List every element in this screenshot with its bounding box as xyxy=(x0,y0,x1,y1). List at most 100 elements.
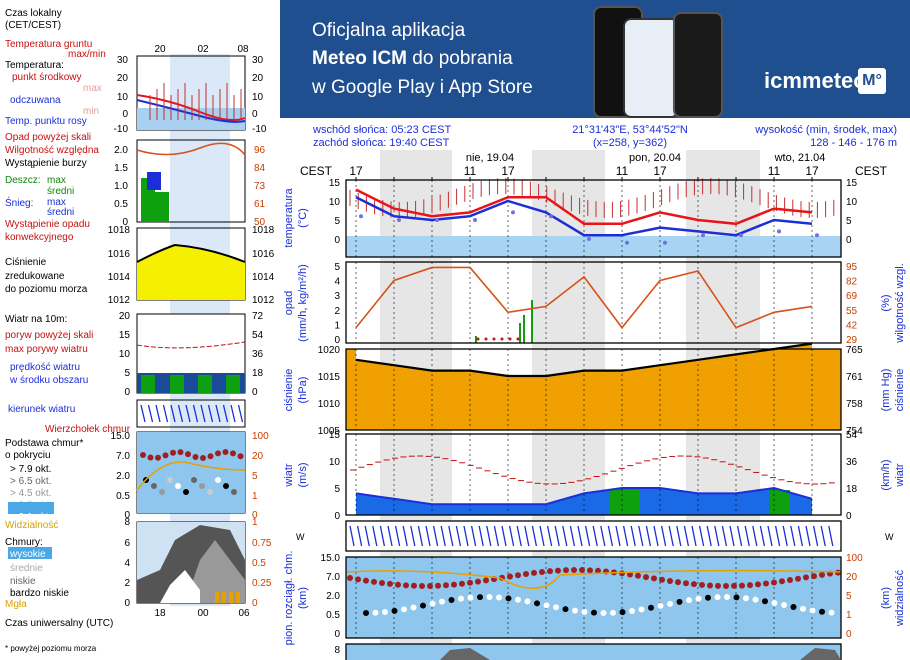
wind-dir-arrow xyxy=(455,525,462,547)
wind-dir-arrow xyxy=(379,525,386,547)
convective-dot xyxy=(484,337,488,341)
cloud-base-dot xyxy=(743,595,749,602)
legend-cloud-dot xyxy=(200,454,206,461)
panel-frame xyxy=(345,261,842,344)
legend-wind-tick-r: 18 xyxy=(252,368,264,379)
convective-label-2: konwekcyjnego xyxy=(5,232,74,243)
wind-dir-arrow xyxy=(683,525,690,547)
compass-w-left: W xyxy=(296,532,305,542)
cloud-base-dot xyxy=(724,594,730,601)
cloud-base-dot xyxy=(762,598,768,605)
legend-cover-tick-r: 0.5 xyxy=(252,558,266,569)
wind-dir-arrow xyxy=(782,525,788,547)
legend-wind-fill xyxy=(137,373,245,393)
cloud-top-dot xyxy=(451,581,457,588)
legend-precip-tick: 2.0 xyxy=(114,145,128,156)
cloud-base-dot xyxy=(629,608,635,615)
cloud-base-dot xyxy=(553,604,559,611)
cloud-base-dot xyxy=(572,607,578,614)
dew-point-dot xyxy=(435,218,439,222)
cloud-top-dot xyxy=(675,579,681,586)
y-tick-r: 5 xyxy=(846,216,852,227)
wind-dir-arrow xyxy=(744,525,750,547)
rain-max-label: max xyxy=(47,175,66,186)
cloud-top-dot xyxy=(443,582,449,589)
panel-left-unit: (hPa) xyxy=(297,377,309,404)
cloud-top-dot xyxy=(395,581,401,588)
legend-precip-tick: 1.5 xyxy=(114,163,128,174)
hour-label: 11 xyxy=(616,164,629,178)
cloud-base-dot xyxy=(676,598,683,605)
cloud-top-dot xyxy=(699,581,705,588)
cloud-top-dot xyxy=(571,567,577,574)
cloud-top-dot xyxy=(763,580,769,587)
humidity-line xyxy=(355,266,813,329)
legend-cloud-tick: 15.0 xyxy=(111,431,131,442)
cloud-top-dot xyxy=(683,580,689,587)
legend-pressure-tick-r: 1016 xyxy=(252,249,275,260)
hour-label: 17 xyxy=(805,164,819,178)
legend-panel xyxy=(136,399,246,428)
ground-temp-label: Temperatura gruntu xyxy=(5,39,92,50)
cloud-base-dot xyxy=(534,600,540,607)
clouds-label: Chmury: xyxy=(5,537,43,548)
legend-fog-bar xyxy=(236,592,240,603)
wind-dir-arrow xyxy=(569,525,576,547)
y-tick-r: 10 xyxy=(846,197,858,208)
height-values: 128 - 146 - 176 m xyxy=(810,137,897,149)
dew-point-dot xyxy=(473,218,477,222)
legend-precip-tick: 1.0 xyxy=(114,181,128,192)
legend-pressure-tick-r: 1018 xyxy=(252,225,275,236)
wind-dir-arrow xyxy=(546,525,553,547)
pressure-fill-start xyxy=(346,349,356,430)
convective-dot xyxy=(500,337,504,341)
cloud-top-dot xyxy=(515,572,521,579)
cloud-tick: 0.5 xyxy=(326,610,340,621)
cloud-top-dot xyxy=(555,567,561,574)
legend-okt-dot xyxy=(199,483,205,489)
wind-dir-arrow xyxy=(698,525,705,547)
cloud-top-dot xyxy=(355,576,361,583)
phone-image-3 xyxy=(673,12,723,118)
legend-okt-dot xyxy=(191,477,197,483)
cloud-base-label-2: o pokryciu xyxy=(5,450,51,461)
wind-dir-arrow xyxy=(790,525,796,547)
legend-temp-tick: 10 xyxy=(117,92,129,103)
y-tick: 2 xyxy=(334,306,340,317)
legend-wind-arrow xyxy=(215,404,221,423)
cloud-base-dot xyxy=(591,609,597,616)
legend-wind-arrow xyxy=(177,404,184,423)
legend-okt-dot xyxy=(215,477,221,483)
cloud-base-dot xyxy=(581,608,588,615)
legend-wind-strong xyxy=(198,375,212,393)
footnote-label: * powyżej poziomu morza xyxy=(5,644,97,653)
wind-dir-arrow xyxy=(607,525,614,547)
cloud-base-dot xyxy=(619,609,626,616)
cloud-base-dot xyxy=(714,594,721,601)
wind-dir-arrow xyxy=(797,525,804,547)
app-promo-banner[interactable]: Oficjalna aplikacja Meteo ICM do pobrania… xyxy=(280,0,910,118)
cloud-top-dot xyxy=(403,582,409,589)
legend-cover-tick: 8 xyxy=(124,517,130,528)
dew-point-dot xyxy=(663,240,667,245)
cloud-top-dot xyxy=(379,579,385,586)
tz-right: CEST xyxy=(855,164,888,178)
legend-precip-tick: 0 xyxy=(122,217,128,228)
cloud-top-dot xyxy=(787,577,793,584)
legend-wind-arrow xyxy=(147,404,154,423)
panel-frame xyxy=(345,556,842,639)
okt-highlight xyxy=(8,502,54,514)
tz-left: CEST xyxy=(300,164,333,178)
wind-dir-arrow xyxy=(774,525,781,547)
legend-cover-tick-r: 1 xyxy=(252,517,258,528)
clouds-medium-label: średnie xyxy=(10,563,43,574)
snow-mean-label: średni xyxy=(47,207,74,218)
legend-wind-arrow xyxy=(192,404,199,423)
wind-dir-arrow xyxy=(387,525,393,547)
cloud-base-dot xyxy=(752,596,759,603)
legend-wind-arrow xyxy=(155,404,161,423)
cloud-tick: 15.0 xyxy=(321,553,341,564)
sunrise-text: wschód słońca: 05:23 CEST xyxy=(312,124,451,136)
cloud-base-dot xyxy=(382,609,388,616)
convective-label: Wystąpienie opadu xyxy=(5,219,90,230)
